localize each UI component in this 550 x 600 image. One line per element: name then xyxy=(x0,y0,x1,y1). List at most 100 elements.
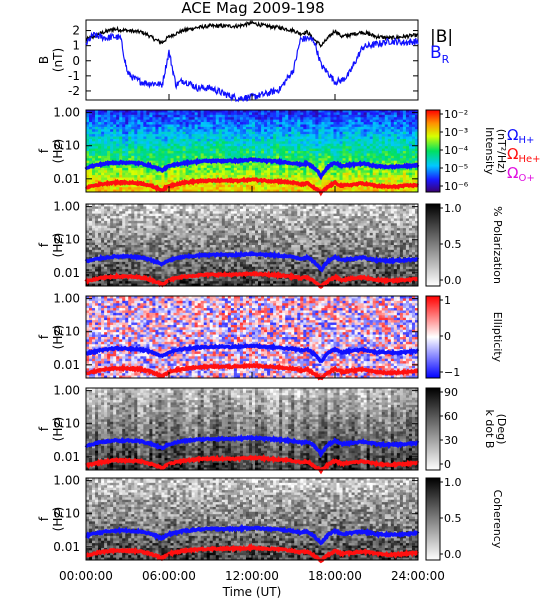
heatmap-cell xyxy=(288,158,292,162)
heatmap-cell xyxy=(179,153,183,157)
heatmap-cell xyxy=(372,187,377,190)
heatmap-cell xyxy=(161,249,165,253)
heatmap-cell xyxy=(173,266,177,270)
heatmap-cell xyxy=(131,269,135,272)
heatmap-cell xyxy=(345,167,349,171)
heatmap-cell xyxy=(173,237,177,241)
heatmap-cell xyxy=(390,158,395,162)
heatmap-cell xyxy=(128,155,132,159)
heatmap-cell xyxy=(200,170,205,174)
heatmap-cell xyxy=(351,129,356,133)
heatmap-cell xyxy=(179,211,183,215)
heatmap-cell xyxy=(158,252,162,256)
heatmap-cell xyxy=(330,155,334,159)
heatmap-cell xyxy=(248,141,253,145)
heatmap-cell xyxy=(110,148,114,152)
heatmap-cell xyxy=(191,114,196,118)
heatmap-cell xyxy=(276,172,280,176)
heatmap-cell xyxy=(297,167,301,171)
heatmap-cell xyxy=(348,141,352,145)
heatmap-cell xyxy=(134,261,138,265)
heatmap-cell xyxy=(104,179,108,183)
heatmap-cell xyxy=(89,129,93,133)
heatmap-cell xyxy=(89,143,93,147)
heatmap-cell xyxy=(387,179,392,183)
heatmap-cell xyxy=(212,117,217,121)
heatmap-cell xyxy=(393,155,398,159)
heatmap-cell xyxy=(309,122,313,125)
heatmap-cell xyxy=(282,138,286,142)
heatmap-cell xyxy=(158,119,162,123)
heatmap-cell xyxy=(242,155,247,159)
heatmap-cell xyxy=(128,247,132,251)
heatmap-cell xyxy=(86,232,90,236)
heatmap-cell xyxy=(107,122,111,125)
b-field-ylabel: B xyxy=(37,56,51,64)
heatmap-cell xyxy=(143,264,147,268)
heatmap-cell xyxy=(348,151,352,154)
heatmap-cell xyxy=(318,158,322,162)
heatmap-cell xyxy=(318,155,322,159)
heatmap-cell xyxy=(92,122,96,125)
heatmap-cell xyxy=(158,175,162,178)
heatmap-cell xyxy=(188,175,193,178)
heatmap-cell xyxy=(360,143,365,147)
heatmap-cell xyxy=(164,160,168,164)
heatmap-cell xyxy=(164,216,168,219)
heatmap-cell xyxy=(188,230,193,234)
heatmap-cell xyxy=(188,122,193,125)
heatmap-cell xyxy=(291,172,295,176)
heatmap-cell xyxy=(122,283,126,287)
heatmap-cell xyxy=(363,151,368,154)
heatmap-cell xyxy=(393,148,398,152)
heatmap-cell xyxy=(107,136,111,140)
heatmap-cell xyxy=(324,131,328,135)
heatmap-cell xyxy=(146,138,150,142)
heatmap-cell xyxy=(101,131,105,135)
heatmap-cell xyxy=(89,148,93,152)
heatmap-cell xyxy=(375,114,380,118)
heatmap-cell xyxy=(125,266,129,270)
heatmap-cell xyxy=(258,153,262,157)
heatmap-cell xyxy=(185,225,190,229)
heatmap-cell xyxy=(390,119,395,123)
heatmap-cell xyxy=(194,175,199,178)
heatmap-cell xyxy=(110,232,114,236)
heatmap-cell xyxy=(161,122,165,125)
heatmap-cell xyxy=(152,225,156,229)
heatmap-cell xyxy=(179,146,183,149)
heatmap-cell xyxy=(113,264,117,268)
heatmap-cell xyxy=(164,237,168,241)
heatmap-cell xyxy=(324,148,328,152)
heatmap-cell xyxy=(378,129,383,133)
heatmap-cell xyxy=(242,143,247,147)
heatmap-cell xyxy=(95,158,99,162)
heatmap-cell xyxy=(282,146,286,149)
heatmap-cell xyxy=(89,158,93,162)
heatmap-cell xyxy=(267,148,271,152)
heatmap-cell xyxy=(176,206,180,210)
heatmap-cell xyxy=(134,165,138,169)
heatmap-cell xyxy=(95,126,99,130)
heatmap-cell xyxy=(176,153,180,157)
heatmap-cell xyxy=(107,281,111,284)
heatmap-cell xyxy=(267,131,271,135)
heatmap-cell xyxy=(215,138,220,142)
heatmap-cell xyxy=(167,136,171,140)
heatmap-cell xyxy=(179,213,183,217)
heatmap-cell xyxy=(297,146,301,149)
heatmap-cell xyxy=(152,124,156,128)
heatmap-cell xyxy=(273,151,277,154)
heatmap-cell xyxy=(363,134,368,137)
heatmap-cell xyxy=(92,129,96,133)
heatmap-cell xyxy=(137,117,141,121)
heatmap-cell xyxy=(98,124,102,128)
heatmap-cell xyxy=(170,160,174,164)
heatmap-cell xyxy=(155,232,159,236)
heatmap-cell xyxy=(402,172,407,176)
heatmap-cell xyxy=(191,230,196,234)
heatmap-cell xyxy=(309,172,313,176)
heatmap-cell xyxy=(125,235,129,239)
heatmap-cell xyxy=(267,138,271,142)
heatmap-cell xyxy=(233,155,238,159)
